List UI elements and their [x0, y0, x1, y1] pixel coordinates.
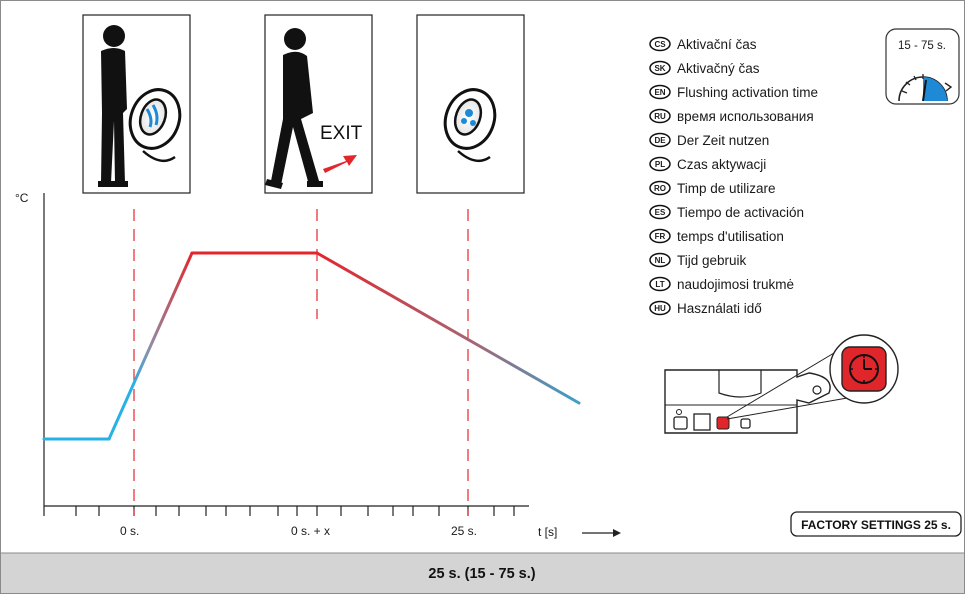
- language-legend: CS Aktivační čas SK Aktivačný čas EN Flushing…: [649, 36, 818, 316]
- dial-arrow-icon: [944, 82, 953, 92]
- dial-needle: [922, 79, 927, 102]
- timer-button-zoom: [829, 334, 899, 404]
- language-code-badge: [649, 228, 671, 244]
- language-row-fr: FR temps d'utilisation: [649, 228, 784, 244]
- language-text: Aktivačný čas: [677, 61, 760, 76]
- language-code: NL: [655, 256, 666, 265]
- curve-rise-segment: [107, 251, 194, 441]
- timer-button: [716, 416, 730, 430]
- dial-ticks: [901, 74, 924, 94]
- language-text: Tijd gebruik: [677, 253, 747, 268]
- walking-person-icon: [265, 28, 323, 189]
- language-text: Timp de utilizare: [677, 181, 776, 196]
- language-row-nl: NL Tijd gebruik: [649, 252, 747, 268]
- language-text: temps d'utilisation: [677, 229, 784, 244]
- exit-arrow-icon: [323, 155, 357, 173]
- language-row-es: ES Tiempo de activación: [649, 204, 804, 220]
- language-code: RU: [654, 112, 666, 121]
- footer-summary: 25 s. (15 - 75 s.): [428, 566, 535, 582]
- factory-settings-label: FACTORY SETTINGS 25 s.: [801, 518, 951, 532]
- language-row-hu: HU Használati idő: [649, 300, 762, 316]
- control-unit: [664, 349, 854, 434]
- language-row-de: DE Der Zeit nutzen: [649, 132, 769, 148]
- adjustment-dial: 15 - 75 s.: [885, 28, 960, 105]
- language-code-badge: [649, 180, 671, 196]
- language-code: FR: [655, 232, 666, 241]
- language-code-badge: [649, 108, 671, 124]
- language-code: SK: [654, 64, 665, 73]
- language-code-badge: [649, 156, 671, 172]
- exit-label: EXIT: [320, 123, 363, 144]
- x-axis-unit: t [s]: [538, 525, 557, 539]
- language-code-badge: [649, 300, 671, 316]
- language-code: CS: [654, 40, 666, 49]
- language-text: время использования: [677, 109, 814, 124]
- language-text: naudojimosi trukmė: [677, 277, 794, 292]
- language-text: Használati idő: [677, 301, 762, 316]
- language-code: HU: [654, 304, 666, 313]
- language-code: PL: [655, 160, 665, 169]
- language-code-badge: [649, 276, 671, 292]
- language-text: Aktivační čas: [677, 37, 757, 52]
- language-code: ES: [655, 208, 666, 217]
- language-code-badge: [649, 60, 671, 76]
- dial-range-label: 15 - 75 s.: [898, 40, 946, 52]
- language-text: Czas aktywacji: [677, 157, 766, 172]
- clock-icon: [849, 354, 879, 384]
- language-code-badge: [649, 252, 671, 268]
- language-row-sk: SK Aktivačný čas: [649, 60, 760, 76]
- tick-label-25s: 25 s.: [451, 524, 477, 538]
- language-code: RO: [654, 184, 666, 193]
- language-text: Tiempo de activación: [677, 205, 804, 220]
- language-code: DE: [654, 136, 666, 145]
- tick-label-0s: 0 s.: [120, 524, 139, 538]
- language-row-pl: PL Czas aktywacji: [649, 156, 766, 172]
- temperature-curve: [42, 251, 581, 441]
- curve-fall-segment: [315, 251, 581, 405]
- language-row-cs: CS Aktivační čas: [649, 36, 757, 52]
- language-row-lt: LT naudojimosi trukmė: [649, 276, 794, 292]
- y-axis-unit: °C: [15, 191, 29, 205]
- language-row-en: EN Flushing activation time: [649, 84, 818, 100]
- factory-settings-badge: [790, 511, 962, 537]
- language-code: EN: [654, 88, 665, 97]
- language-code-badge: [649, 204, 671, 220]
- language-code-badge: [649, 84, 671, 100]
- x-axis-ticks: [43, 506, 515, 516]
- language-row-ro: RO Timp de utilizare: [649, 180, 776, 196]
- flushing-urinal-icon: [443, 88, 497, 163]
- urinal-icon: [128, 88, 182, 163]
- language-code: LT: [655, 280, 664, 289]
- time-arrow-icon: [582, 529, 621, 537]
- dial-selected-sector: [923, 77, 947, 101]
- language-code-badge: [649, 132, 671, 148]
- language-row-ru: RU время использования: [649, 108, 814, 124]
- language-text: Flushing activation time: [677, 85, 818, 100]
- footer-bar: [1, 553, 964, 593]
- standing-person-icon: [98, 25, 128, 187]
- tick-label-0s-plus-x: 0 s. + x: [291, 524, 330, 538]
- language-code-badge: [649, 36, 671, 52]
- language-text: Der Zeit nutzen: [677, 133, 769, 148]
